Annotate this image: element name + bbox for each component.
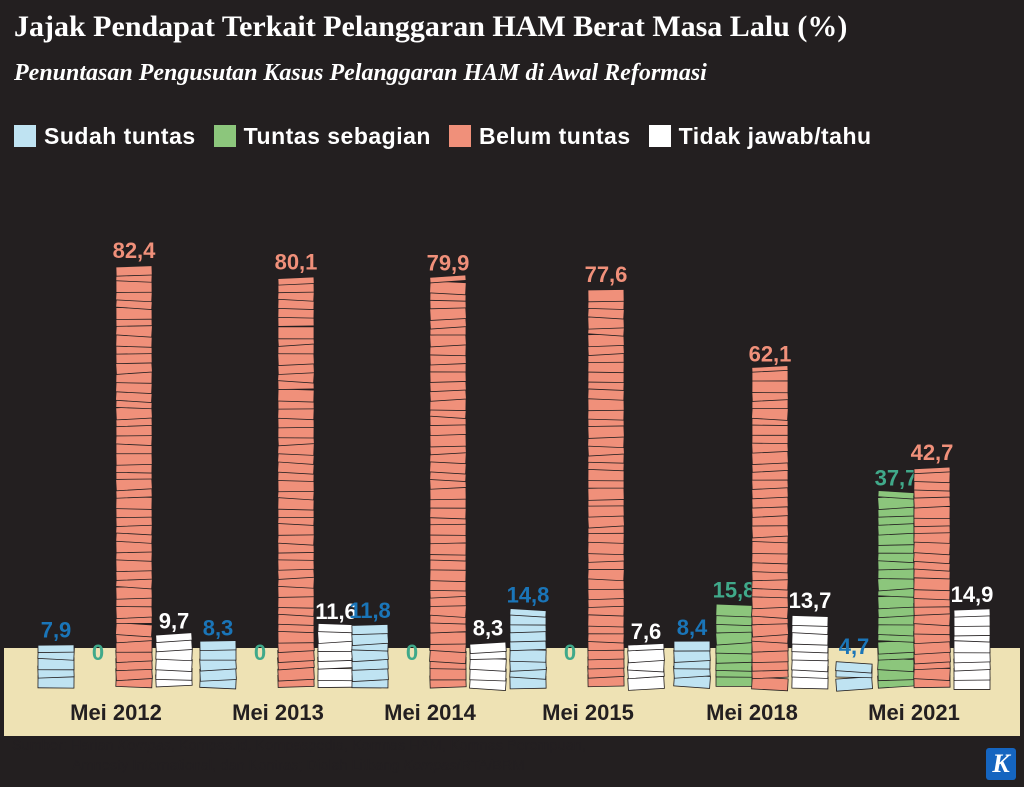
legend-swatch-belum bbox=[448, 125, 471, 147]
data-label-sebagian-4: 15,8 bbox=[713, 577, 756, 602]
bar-tidak-4 bbox=[791, 615, 829, 690]
bar-group-1: 8,3 0 80,1 11,6 bbox=[199, 249, 357, 690]
category-label-5: Mei 2021 bbox=[868, 700, 960, 725]
data-label-sudah-5: 4,7 bbox=[839, 634, 870, 659]
source-mid: , Kompas.id, Kompaspedia, Komnas HAM, Ko… bbox=[170, 738, 586, 754]
data-label-belum-4: 62,1 bbox=[749, 341, 792, 366]
bar-group-0: 7,9 0 82,4 9,7 bbox=[37, 238, 193, 689]
bar-tidak-1 bbox=[317, 623, 355, 688]
bar-sudah-3 bbox=[509, 608, 547, 690]
data-label-tidak-2: 8,3 bbox=[473, 616, 504, 641]
legend-item-belum: Belum tuntas bbox=[448, 122, 631, 150]
data-label-tidak-5: 14,9 bbox=[951, 582, 994, 607]
bar-group-4: 8,415,8 62,1 13,7 bbox=[673, 341, 832, 692]
legend-item-tidak: Tidak jawab/tahu bbox=[648, 122, 872, 150]
bar-group-5: 4,7 37,742,7 14,9 bbox=[835, 440, 994, 692]
bar-tidak-2 bbox=[469, 641, 507, 692]
bar-sudah-1 bbox=[199, 640, 237, 690]
data-label-belum-0: 82,4 bbox=[113, 238, 157, 263]
data-label-sudah-4: 8,4 bbox=[677, 615, 708, 640]
data-label-belum-5: 42,7 bbox=[911, 440, 954, 465]
data-label-sudah-0: 7,9 bbox=[41, 618, 72, 643]
source-line2-pre: Amnesty International, dan Kontras; Diol… bbox=[72, 758, 404, 774]
source-line2-post: /RTA/BRM bbox=[456, 758, 525, 774]
data-label-tidak-1: 11,6 bbox=[315, 599, 357, 624]
data-label-sebagian-1: 0 bbox=[254, 640, 266, 665]
bar-sudah-5 bbox=[835, 661, 873, 692]
data-label-sudah-3: 14,8 bbox=[507, 583, 550, 608]
bar-group-3: 14,8 0 77,6 7,6 bbox=[507, 262, 665, 691]
bar-group-2: 11,8 0 79,9 8,3 bbox=[349, 251, 507, 692]
kompas-logo: K bbox=[986, 748, 1016, 780]
chart-subtitle: Penuntasan Pengusutan Kasus Pelanggaran … bbox=[14, 60, 707, 86]
source-prefix: Sumber: Harian bbox=[12, 738, 118, 754]
bar-belum-3 bbox=[587, 289, 625, 688]
source-note: Sumber: Harian Kompas, Kompas.id, Kompas… bbox=[12, 736, 586, 776]
data-label-tidak-3: 7,6 bbox=[631, 619, 662, 644]
source-line2: Amnesty International, dan Kontras; Diol… bbox=[12, 756, 586, 776]
bar-sudah-0 bbox=[37, 644, 75, 689]
category-label-1: Mei 2013 bbox=[232, 700, 324, 725]
data-label-belum-2: 79,9 bbox=[427, 251, 470, 276]
legend-label-sebagian: Tuntas sebagian bbox=[243, 122, 431, 149]
bar-belum-5 bbox=[913, 466, 951, 689]
bar-sudah-4 bbox=[673, 640, 711, 689]
chart-area: 7,9 0 82,4 9,7 Mei 2012 8,3 0 80,1 11,6 Mei 2013 1… bbox=[4, 238, 1020, 736]
data-label-belum-3: 77,6 bbox=[585, 262, 628, 287]
data-label-belum-1: 80,1 bbox=[275, 249, 318, 274]
legend-swatch-sebagian bbox=[213, 125, 236, 147]
bar-sudah-2 bbox=[351, 624, 389, 689]
data-label-sudah-2: 11,8 bbox=[349, 598, 391, 623]
legend: Sudah tuntas Tuntas sebagian Belum tuntas T… bbox=[14, 118, 872, 154]
bar-sebagian-4 bbox=[715, 603, 753, 687]
category-label-3: Mei 2015 bbox=[542, 700, 634, 725]
bar-belum-2 bbox=[429, 274, 467, 689]
data-label-tidak-0: 9,7 bbox=[159, 609, 190, 634]
bar-belum-0 bbox=[115, 265, 153, 689]
data-label-sebagian-0: 0 bbox=[92, 640, 104, 665]
legend-label-sudah: Sudah tuntas bbox=[44, 122, 196, 149]
category-label-4: Mei 2018 bbox=[706, 700, 798, 725]
bar-sebagian-5 bbox=[877, 490, 915, 689]
data-label-sebagian-5: 37,7 bbox=[875, 466, 918, 491]
data-label-sebagian-3: 0 bbox=[564, 640, 576, 665]
category-label-2: Mei 2014 bbox=[384, 700, 476, 725]
legend-item-sebagian: Tuntas sebagian bbox=[213, 122, 431, 150]
legend-item-sudah: Sudah tuntas bbox=[14, 123, 196, 150]
bar-tidak-3 bbox=[627, 643, 665, 691]
chart-title: Jajak Pendapat Terkait Pelanggaran HAM B… bbox=[14, 10, 848, 43]
source-italic-kompas: Kompas bbox=[117, 738, 171, 754]
source-italic-kompas-2: Kompas bbox=[403, 758, 457, 774]
data-label-sebagian-2: 0 bbox=[406, 640, 418, 665]
bar-tidak-0 bbox=[155, 632, 193, 688]
data-label-tidak-4: 13,7 bbox=[789, 588, 832, 613]
bar-belum-4 bbox=[751, 365, 789, 692]
bar-tidak-5 bbox=[953, 608, 991, 690]
data-label-sudah-1: 8,3 bbox=[203, 616, 234, 641]
legend-swatch-sudah bbox=[14, 125, 36, 147]
category-label-0: Mei 2012 bbox=[70, 700, 162, 725]
legend-label-tidak: Tidak jawab/tahu bbox=[678, 122, 872, 149]
legend-label-belum: Belum tuntas bbox=[478, 122, 631, 149]
bar-belum-1 bbox=[277, 276, 315, 688]
legend-swatch-tidak bbox=[648, 125, 671, 147]
